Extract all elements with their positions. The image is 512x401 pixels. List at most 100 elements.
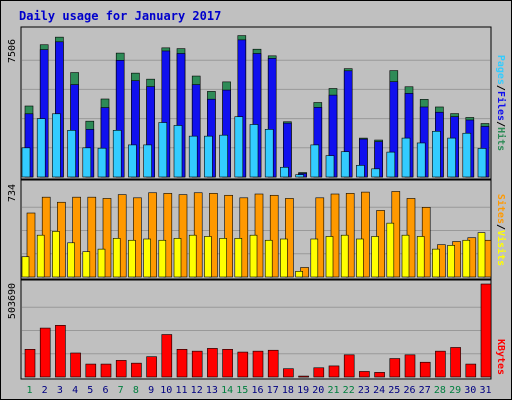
visits-bar — [97, 248, 106, 278]
pages-bar — [158, 122, 168, 178]
hits-legend-label: Hits — [495, 127, 507, 151]
kbytes-bar — [252, 350, 264, 378]
pages-bar — [416, 142, 426, 178]
x-tick-label: 31 — [479, 385, 491, 396]
x-tick-label: 25 — [388, 385, 400, 396]
kbytes-bar — [100, 363, 112, 378]
sites-legend-label: Sites — [495, 194, 507, 224]
pages-bar — [173, 125, 183, 178]
kbytes-bar — [374, 372, 385, 378]
visits-bar — [21, 256, 30, 278]
x-tick-label: 27 — [419, 385, 431, 396]
x-tick-label: 11 — [175, 385, 187, 396]
pages-bar — [21, 147, 31, 178]
visits-bar — [188, 234, 197, 278]
x-tick-label: 12 — [191, 385, 203, 396]
kbytes-bar — [298, 375, 309, 378]
panel-hits-files-pages — [20, 26, 492, 180]
visits-bar — [219, 238, 227, 278]
pages-bar — [401, 137, 411, 178]
sites-bar — [209, 193, 218, 278]
panel2-max-label: 734 — [7, 184, 18, 202]
sites-bar — [148, 192, 157, 278]
pages-bar — [143, 144, 152, 178]
sites-bar — [193, 192, 203, 278]
panel3-legend: KBytes — [495, 339, 506, 375]
pages-bar — [462, 132, 472, 178]
pages-legend-label: Pages — [495, 55, 506, 85]
kbytes-bar — [267, 349, 279, 378]
x-tick-label: 3 — [57, 385, 63, 396]
pages-bar — [386, 151, 396, 178]
x-tick-label: 14 — [221, 385, 233, 396]
x-tick-label: 18 — [282, 385, 294, 396]
sites-bar — [178, 194, 188, 278]
pages-bar — [310, 144, 320, 178]
visits-bar — [112, 238, 121, 278]
x-tick-label: 22 — [343, 385, 355, 396]
kbytes-bar — [85, 363, 97, 378]
pages-bar — [447, 137, 456, 178]
sites-bar — [87, 196, 97, 278]
visits-bar — [128, 239, 136, 278]
x-tick-label: 28 — [434, 385, 446, 396]
sites-bar — [26, 212, 36, 278]
x-tick-label: 1 — [26, 385, 32, 396]
x-tick-label: 13 — [206, 385, 218, 396]
visits-bar — [295, 270, 303, 278]
legend-separator: / — [495, 224, 506, 230]
kbytes-bar — [191, 350, 203, 378]
panel-sites-visits — [20, 179, 492, 280]
pages-bar — [477, 148, 487, 178]
kbytes-bar — [359, 371, 370, 378]
kbytes-bar — [283, 368, 294, 378]
sites-bar — [224, 194, 233, 278]
kbytes-bar — [237, 351, 249, 378]
visits-legend-label: Visits — [495, 230, 507, 266]
visits-bar — [36, 234, 45, 278]
visits-bar — [143, 238, 151, 278]
x-tick-label: 17 — [267, 385, 279, 396]
visits-bar — [67, 242, 75, 278]
sites-bar — [72, 196, 81, 278]
pages-bar — [295, 174, 304, 178]
visits-bar — [52, 231, 60, 278]
x-tick-label: 30 — [464, 385, 476, 396]
x-tick-label: 16 — [251, 385, 263, 396]
visits-bar — [371, 236, 379, 278]
x-tick-label: 5 — [87, 385, 93, 396]
visits-bar — [416, 236, 425, 278]
kbytes-bar — [115, 360, 127, 378]
legend-separator: / — [495, 85, 506, 91]
kbytes-bar — [161, 334, 173, 378]
visits-bar — [82, 251, 91, 278]
sites-bar — [117, 194, 127, 278]
x-tick-label: 19 — [297, 385, 309, 396]
x-tick-label: 15 — [236, 385, 248, 396]
kbytes-bar — [207, 348, 218, 378]
kbytes-bar — [313, 367, 325, 378]
x-tick-label: 8 — [133, 385, 139, 396]
visits-bar — [340, 234, 349, 278]
x-tick-label: 20 — [312, 385, 324, 396]
pages-bar — [371, 168, 380, 178]
panel1-max-label: 7506 — [7, 39, 18, 63]
pages-bar — [219, 134, 228, 178]
visits-bar — [310, 238, 319, 278]
visits-bar — [447, 245, 455, 278]
pages-bar — [188, 135, 198, 178]
sites-bar — [239, 197, 249, 278]
pages-bar — [264, 129, 274, 178]
visits-bar — [325, 236, 334, 278]
visits-bar — [386, 222, 395, 278]
kbytes-bar — [24, 349, 36, 378]
pages-bar — [112, 130, 122, 178]
x-axis-labels: 1 2 3 4 5 6 7 8 9 10 11 12 13 14 15 16 17 18 19 20 21 22 23 24 2… — [26, 385, 491, 396]
x-tick-label: 7 — [118, 385, 124, 396]
kbytes-bar — [343, 354, 355, 378]
legend-separator: / — [495, 121, 506, 127]
x-tick-label: 4 — [72, 385, 78, 396]
kbytes-bar — [131, 362, 142, 378]
sites-bar — [133, 197, 142, 278]
